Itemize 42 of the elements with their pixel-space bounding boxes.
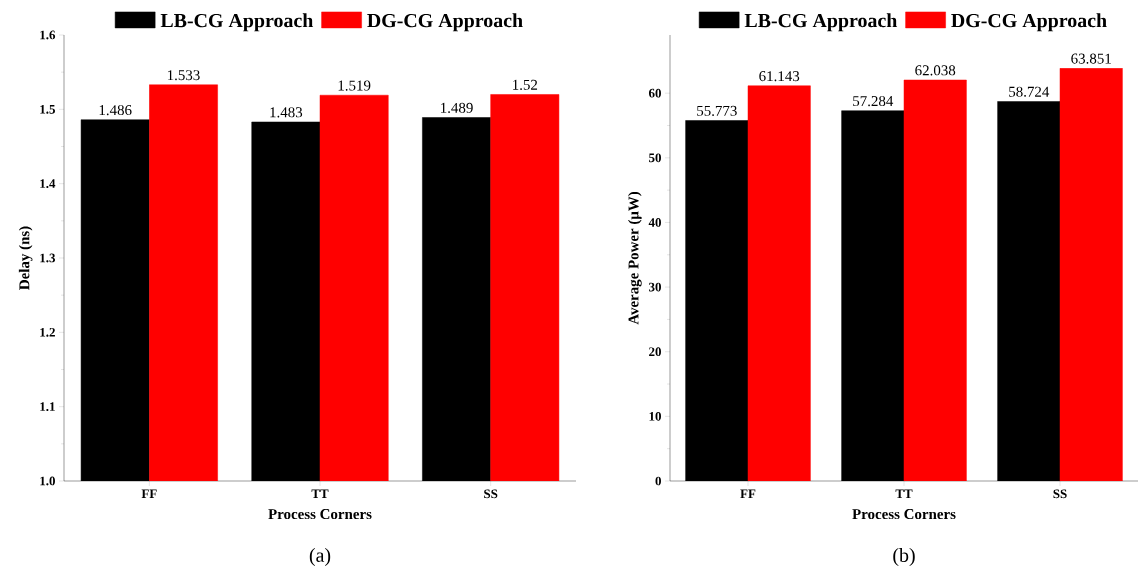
- legend-label: LB-CG Approach: [160, 13, 314, 32]
- y-tick-label: 40: [648, 218, 661, 227]
- legend-label: LB-CG Approach: [744, 13, 898, 32]
- y-tick-label: 1.2: [40, 327, 55, 337]
- x-axis-title: Process Corners: [852, 509, 956, 520]
- y-tick-label: 1.5: [40, 104, 55, 114]
- data-label: 61.143: [759, 71, 800, 82]
- data-label: 1.489: [441, 102, 473, 113]
- y-axis-title: Average Power (μW): [628, 191, 642, 325]
- y-tick-label: 30: [649, 282, 661, 292]
- x-tick-label: TT: [895, 489, 913, 498]
- legend-label: DG-CG Approach: [367, 13, 523, 32]
- y-tick-label: 1.3: [40, 253, 56, 263]
- legend-label: DG-CG Approach: [951, 13, 1107, 32]
- data-label: 62.038: [915, 65, 956, 76]
- data-label: 55.773: [697, 105, 737, 116]
- data-label: 1.533: [167, 70, 200, 81]
- data-label: 1.486: [99, 105, 132, 116]
- y-tick-label: 1.1: [40, 402, 55, 412]
- data-label: 1.52: [513, 79, 538, 90]
- y-tick-label: 10: [649, 412, 661, 421]
- text: (a): [309, 547, 331, 567]
- x-tick-label: TT: [311, 489, 329, 498]
- y-tick-label: 1.6: [40, 30, 56, 40]
- y-tick-label: 1.0: [40, 476, 55, 486]
- y-tick-label: 50: [649, 153, 661, 163]
- text: (b): [893, 547, 915, 567]
- data-label: 58.724: [1009, 86, 1050, 97]
- y-axis-title: Delay (ns): [18, 226, 33, 290]
- x-tick-label: SS: [1053, 489, 1067, 499]
- data-label: 1.519: [338, 80, 371, 91]
- y-tick-label: 20: [649, 347, 661, 357]
- data-label: 1.483: [270, 107, 303, 118]
- x-tick-label: SS: [484, 489, 498, 499]
- y-tick-label: 60: [648, 88, 661, 98]
- y-tick-label: 0: [655, 476, 661, 486]
- data-label: 63.851: [1071, 53, 1111, 64]
- y-tick-label: 1.4: [40, 179, 56, 189]
- x-tick-label: FF: [740, 489, 756, 498]
- x-axis-title: Process Corners: [268, 509, 372, 520]
- x-tick-label: FF: [141, 489, 157, 498]
- data-label: 57.284: [853, 96, 894, 107]
